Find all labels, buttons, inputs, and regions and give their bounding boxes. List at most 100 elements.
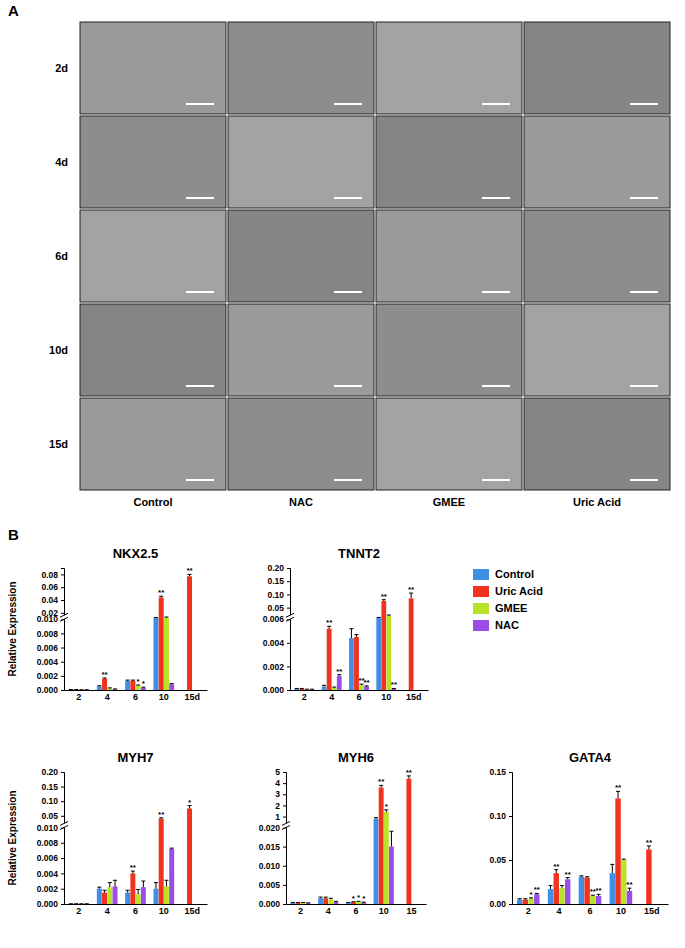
- tick: 0.00: [489, 899, 512, 909]
- significance: *: [362, 894, 366, 903]
- axis-break-mark: [282, 821, 290, 825]
- error-bar: [306, 902, 310, 903]
- significance: *: [188, 798, 192, 807]
- bar: [130, 681, 135, 690]
- tick: 0.000: [37, 899, 64, 909]
- significance: **: [391, 680, 398, 689]
- axis-break-gap: [60, 615, 68, 619]
- tick: 10: [159, 904, 169, 916]
- axis-line: [287, 569, 291, 691]
- tick: 0.06: [41, 582, 64, 592]
- axis-line: [287, 904, 427, 905]
- tick: 0.10: [41, 796, 64, 806]
- tick-mark: [61, 904, 64, 905]
- error-bar: [329, 898, 333, 899]
- tick-label: 1: [275, 812, 280, 822]
- bar: [334, 902, 339, 904]
- axis-break-mark: [60, 821, 68, 825]
- error-bar: [354, 635, 358, 637]
- error-stem: [109, 883, 110, 888]
- plot-area: [69, 806, 192, 904]
- significance: **: [158, 810, 165, 819]
- axis-line: [61, 569, 65, 691]
- axis-break-mark: [282, 825, 290, 829]
- axis-break-gap: [282, 823, 290, 827]
- bar: [102, 679, 107, 690]
- bar: [159, 819, 164, 904]
- error-bar: [585, 876, 589, 878]
- error-cap: [301, 902, 305, 903]
- tick-mark: [61, 574, 64, 575]
- micrograph: [376, 22, 522, 114]
- bar: [74, 903, 79, 904]
- error-bar: [622, 859, 626, 861]
- error-cap: [108, 882, 112, 883]
- error-bar: [549, 886, 553, 890]
- tick-label: 0.05: [267, 603, 284, 613]
- scale-bar: [186, 197, 214, 199]
- tick-label: 2: [275, 801, 280, 811]
- bar: [389, 847, 394, 904]
- tick-label: 0.000: [263, 685, 285, 695]
- axis-break-gap: [60, 823, 68, 827]
- tick-label: 6: [133, 906, 138, 916]
- significance: **: [615, 783, 622, 792]
- tick-label: 6: [587, 906, 592, 916]
- tick-label: 0.000: [37, 685, 59, 695]
- axis-line: [65, 904, 208, 905]
- error-cap: [324, 897, 328, 898]
- bar: [528, 899, 533, 904]
- error-stem: [351, 629, 352, 638]
- tick-mark: [283, 805, 286, 806]
- tick: 4: [275, 778, 286, 788]
- tick-label: 10: [616, 906, 626, 916]
- bar: [136, 894, 141, 904]
- scale-bar: [630, 385, 658, 387]
- bar: [290, 903, 295, 904]
- significance: **: [626, 880, 633, 889]
- tick-label: 4: [275, 778, 280, 788]
- y-axis: 0.0000.0020.0040.0060.0080.0100.050.100.…: [37, 767, 65, 909]
- bar: [136, 686, 141, 690]
- scale-bar: [482, 103, 510, 105]
- legend-label: GMEE: [495, 602, 527, 614]
- tick: 0.008: [37, 838, 64, 848]
- tick: 4: [326, 904, 331, 916]
- bar: [332, 688, 337, 690]
- error-bar: [324, 897, 328, 898]
- scale-bar: [482, 291, 510, 293]
- significance: **: [186, 566, 193, 575]
- panel-label: B: [8, 526, 19, 543]
- tick-label: 0.02: [41, 608, 58, 618]
- scale-bar: [482, 479, 510, 481]
- error-bar: [377, 617, 381, 618]
- axis-break-mark: [60, 825, 68, 829]
- tick: 0.006: [37, 853, 64, 863]
- bar: [113, 886, 118, 904]
- x-axis: 2461015d: [65, 690, 208, 702]
- tick-mark: [283, 794, 286, 795]
- bar: [384, 812, 389, 904]
- tick-mark: [61, 772, 64, 773]
- micrograph: [80, 116, 226, 208]
- error-bar: [301, 902, 305, 903]
- error-bar: [332, 687, 336, 689]
- error-bar: [97, 887, 101, 889]
- bar: [579, 877, 584, 904]
- chart-title: NKX2.5: [113, 546, 159, 561]
- x-axis: 2461015: [287, 904, 427, 916]
- tick: 5: [275, 767, 286, 777]
- tick-label: 0.006: [263, 614, 285, 624]
- plot-area: [294, 593, 413, 690]
- tick-mark: [509, 904, 512, 905]
- tick-label: 0.010: [37, 823, 59, 833]
- tick: 0.000: [37, 685, 64, 695]
- bar: [646, 849, 651, 904]
- error-bar: [164, 880, 168, 886]
- error-cap: [518, 898, 522, 899]
- tick: 0.004: [37, 869, 64, 879]
- tick: 0.006: [263, 614, 290, 624]
- micrograph: [524, 22, 670, 114]
- significance: **: [336, 667, 343, 676]
- tick: 0.10: [489, 811, 512, 821]
